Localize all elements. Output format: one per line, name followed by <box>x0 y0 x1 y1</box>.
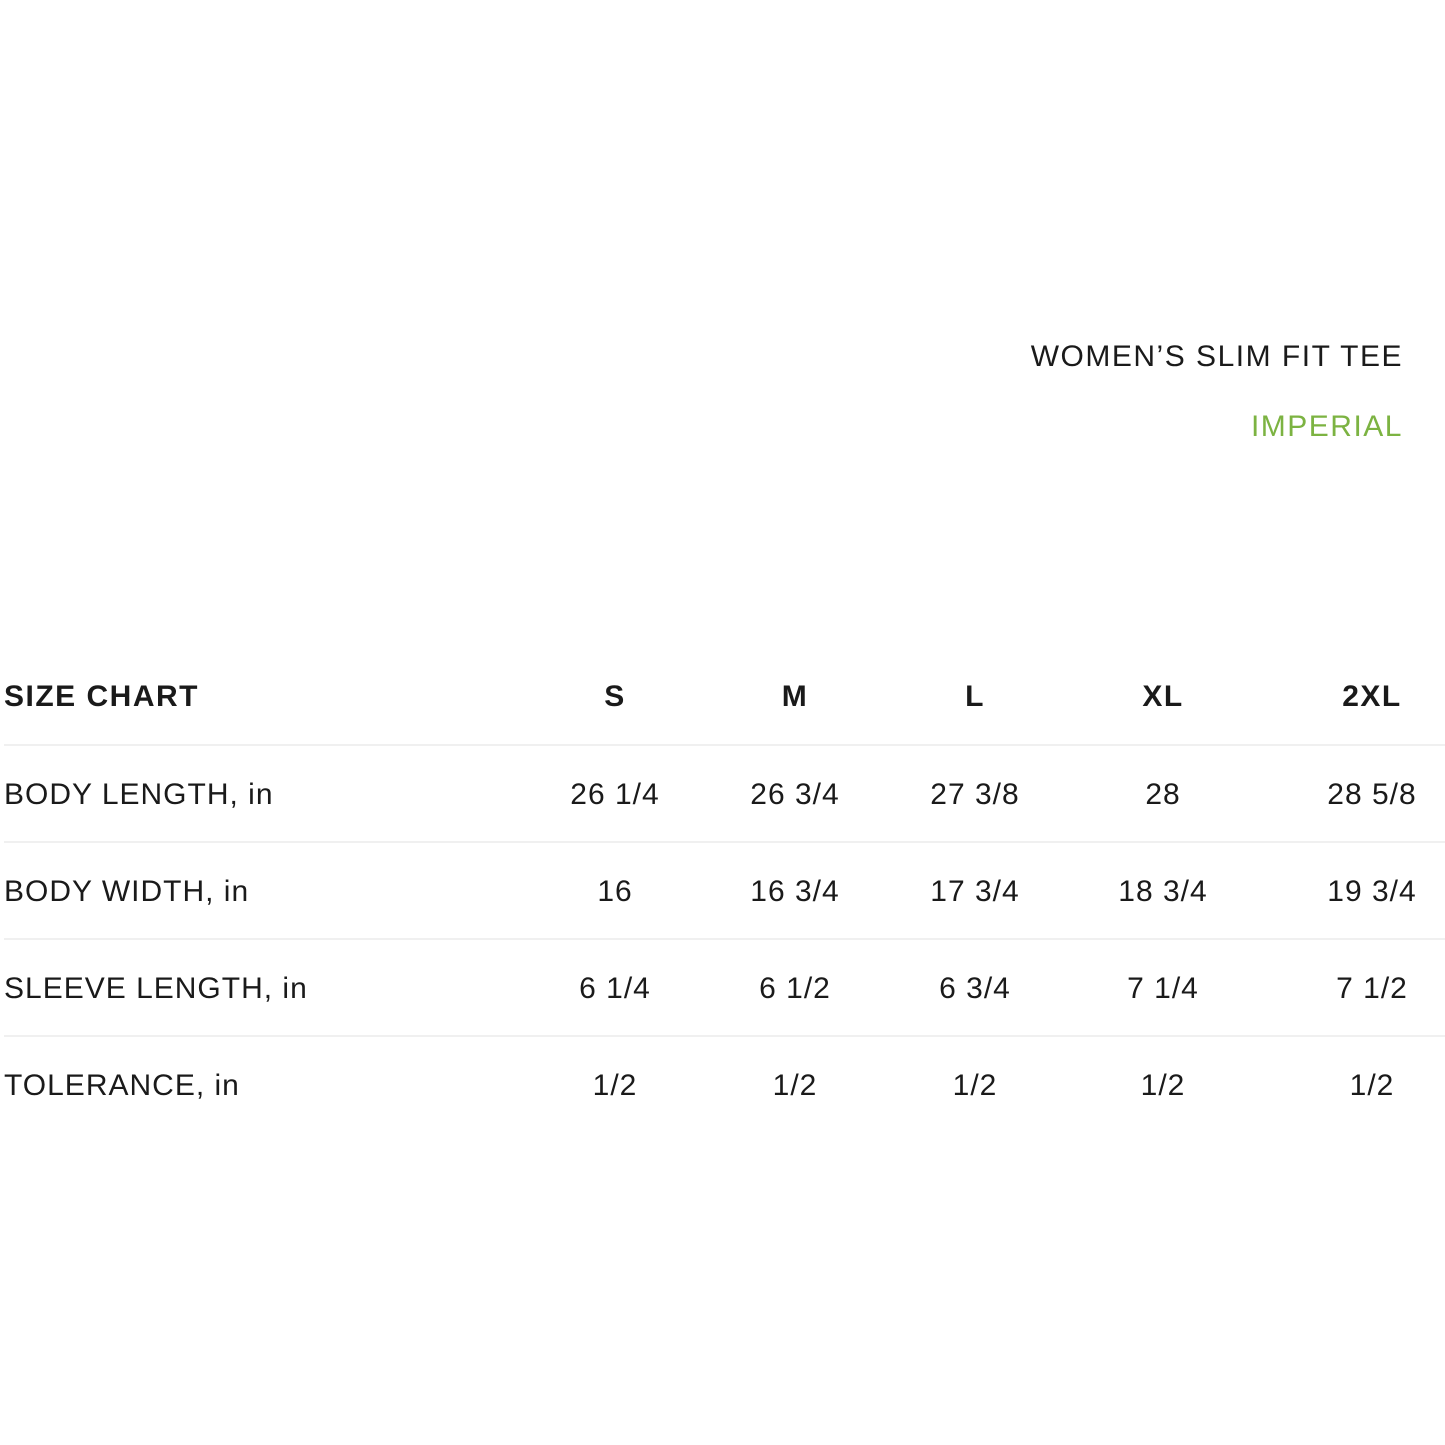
row-label: TOLERANCE, in <box>4 1069 240 1102</box>
cell-2xl: 7 1/2 <box>1336 972 1408 1005</box>
cell-m: 6 1/2 <box>759 972 831 1005</box>
cell-s: 1/2 <box>592 1069 638 1102</box>
cell-xl: 1/2 <box>1140 1069 1186 1102</box>
table-row: BODY WIDTH, in 16 16 3/4 17 3/4 18 3/4 19 3/4 <box>4 841 1445 940</box>
size-header-xl: XL <box>1142 680 1184 713</box>
cell-2xl: 19 3/4 <box>1327 875 1417 908</box>
row-label: BODY WIDTH, in <box>4 875 250 908</box>
cell-m: 26 3/4 <box>750 778 840 811</box>
size-header-m: M <box>781 680 809 713</box>
product-title: WOMEN’S SLIM FIT TEE <box>1030 340 1403 373</box>
table-header-label: SIZE CHART <box>4 680 199 713</box>
cell-2xl: 28 5/8 <box>1327 778 1417 811</box>
cell-s: 16 <box>597 875 633 908</box>
size-header-2xl: 2XL <box>1342 680 1402 713</box>
cell-xl: 7 1/4 <box>1127 972 1199 1005</box>
cell-m: 1/2 <box>772 1069 818 1102</box>
cell-l: 6 3/4 <box>939 972 1011 1005</box>
cell-xl: 28 <box>1145 778 1181 811</box>
cell-l: 27 3/8 <box>930 778 1020 811</box>
cell-m: 16 3/4 <box>750 875 840 908</box>
row-label: SLEEVE LENGTH, in <box>4 972 308 1005</box>
cell-s: 26 1/4 <box>570 778 660 811</box>
table-row: BODY LENGTH, in 26 1/4 26 3/4 27 3/8 28 28 5/… <box>4 744 1445 843</box>
cell-s: 6 1/4 <box>579 972 651 1005</box>
unit-system-label: IMPERIAL <box>1250 410 1403 443</box>
size-header-l: L <box>965 680 985 713</box>
table-header-row: SIZE CHART S M L XL 2XL <box>4 648 1445 745</box>
size-header-s: S <box>604 680 626 713</box>
cell-l: 17 3/4 <box>930 875 1020 908</box>
row-label: BODY LENGTH, in <box>4 778 274 811</box>
cell-2xl: 1/2 <box>1349 1069 1395 1102</box>
table-row: TOLERANCE, in 1/2 1/2 1/2 1/2 1/2 <box>4 1035 1445 1134</box>
table-row: SLEEVE LENGTH, in 6 1/4 6 1/2 6 3/4 7 1/4 7 1… <box>4 938 1445 1037</box>
cell-xl: 18 3/4 <box>1118 875 1208 908</box>
cell-l: 1/2 <box>952 1069 998 1102</box>
